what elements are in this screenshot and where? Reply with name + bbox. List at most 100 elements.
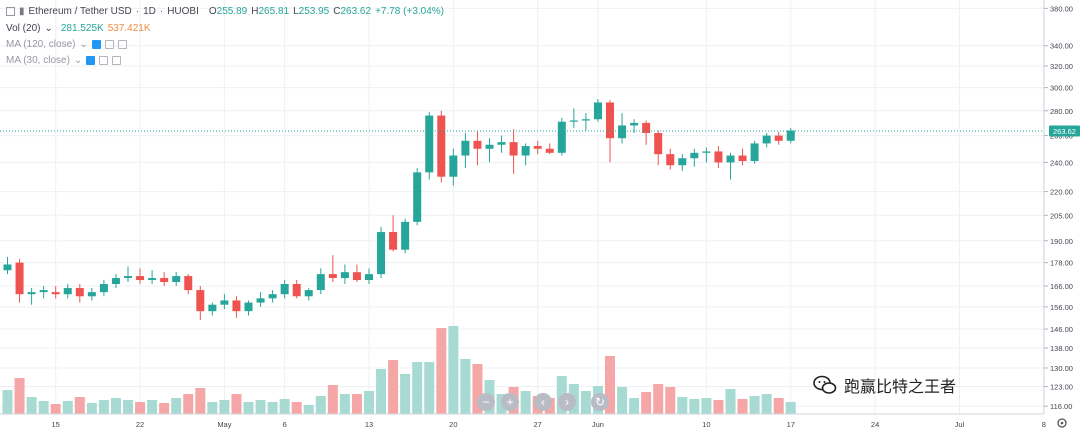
settings-icon[interactable] xyxy=(104,40,114,49)
volume-bar xyxy=(713,400,724,414)
y-tick-label: 123.00 xyxy=(1050,383,1073,392)
candle-body xyxy=(581,119,590,121)
volume-bar xyxy=(303,405,314,414)
interval[interactable]: 1D xyxy=(143,6,156,17)
volume-bar xyxy=(653,384,664,414)
y-tick-label: 240.00 xyxy=(1050,158,1073,167)
close-icon[interactable] xyxy=(112,56,122,65)
volume-bar xyxy=(629,398,640,414)
candle-body xyxy=(449,155,458,177)
volume-bar xyxy=(605,356,615,414)
visibility-icon[interactable] xyxy=(91,40,101,49)
candle-body xyxy=(642,122,651,134)
volume-bar xyxy=(761,394,772,414)
collapse-icon[interactable] xyxy=(6,7,15,16)
candle-body xyxy=(461,140,470,156)
symbol-name[interactable]: Ethereum / Tether USD xyxy=(28,6,132,17)
candle-body xyxy=(184,276,193,291)
candle-body xyxy=(304,290,313,297)
ohlc-high: H265.81 xyxy=(251,6,290,17)
candle-body xyxy=(497,142,506,145)
candle-body xyxy=(328,274,337,279)
y-tick-label: 166.00 xyxy=(1050,282,1073,291)
scroll-right-button[interactable]: › xyxy=(558,393,576,411)
zoom-out-button[interactable]: − xyxy=(477,393,495,411)
candle-body xyxy=(244,302,253,312)
candle-body xyxy=(280,284,289,295)
x-tick-label: May xyxy=(217,420,231,429)
volume-bar xyxy=(351,394,362,414)
candle-body xyxy=(268,294,277,299)
settings-icon[interactable] xyxy=(99,56,109,65)
volume-bar xyxy=(749,396,760,414)
volume-bar xyxy=(267,402,278,414)
candle-body xyxy=(521,146,530,156)
time-axis[interactable]: 15 22 May 6 13 20 27 Jun 10 17 24 Jul 8 xyxy=(52,420,1046,429)
settings-gear-icon[interactable] xyxy=(1057,418,1067,428)
candle-body xyxy=(762,135,771,144)
volume-bar xyxy=(14,378,25,414)
candle-body xyxy=(160,278,169,283)
candle-body xyxy=(545,148,554,153)
y-tick-label: 116.00 xyxy=(1050,402,1072,411)
volume-bar xyxy=(785,402,796,414)
zoom-in-button[interactable]: + xyxy=(501,393,519,411)
candle-body xyxy=(678,158,687,166)
volume-bar xyxy=(110,398,121,414)
volume-bar xyxy=(424,362,435,414)
volume-bar xyxy=(376,369,387,414)
volume-bar xyxy=(388,360,399,414)
reset-chart-button[interactable]: ↻ xyxy=(591,393,609,411)
volume-bar xyxy=(231,394,242,414)
chevron-down-icon[interactable]: ⌄ xyxy=(73,55,83,66)
volume-bar xyxy=(74,397,85,414)
volume-indicator-label[interactable]: Vol (20) xyxy=(6,23,41,34)
volume-bar xyxy=(737,399,748,414)
candle-body xyxy=(425,115,434,173)
candle-body xyxy=(606,102,614,139)
ma30-label[interactable]: MA (30, close) xyxy=(6,55,70,66)
candle-body xyxy=(136,276,145,281)
volume-bar xyxy=(520,391,531,414)
volume-bar xyxy=(617,387,628,414)
volume-bar xyxy=(135,402,146,414)
grid-lines xyxy=(0,0,1045,414)
scroll-left-button[interactable]: ‹ xyxy=(534,393,552,411)
candle-body xyxy=(292,284,301,297)
close-icon[interactable] xyxy=(117,40,127,49)
candle-body xyxy=(75,288,84,297)
ma120-label[interactable]: MA (120, close) xyxy=(6,39,76,50)
y-tick-label: 340.00 xyxy=(1050,42,1073,51)
chevron-down-icon[interactable]: ⌄ xyxy=(79,39,88,50)
volume-bar xyxy=(641,392,652,414)
y-tick-label: 146.00 xyxy=(1050,325,1073,334)
candle-body xyxy=(51,292,60,295)
x-tick-label: Jun xyxy=(592,420,604,429)
candle-body xyxy=(618,125,627,139)
volume-bar xyxy=(773,398,784,414)
volume-bar xyxy=(62,401,73,414)
volume-bar xyxy=(364,391,374,414)
volume-bars xyxy=(2,326,796,414)
candle-body xyxy=(557,121,566,153)
candle-body xyxy=(533,146,542,149)
chevron-down-icon[interactable]: ⌄ xyxy=(44,23,53,34)
symbol-legend: ▮ Ethereum / Tether USD · 1D · HUOBI O25… xyxy=(6,6,444,17)
candle-body xyxy=(774,135,783,141)
x-tick-label: 10 xyxy=(702,420,710,429)
candle-body xyxy=(232,300,241,312)
visibility-icon[interactable] xyxy=(86,56,96,65)
x-tick-label: 24 xyxy=(871,420,879,429)
x-tick-label: 6 xyxy=(283,420,287,429)
volume-bar xyxy=(279,399,290,414)
volume-bar xyxy=(448,326,459,414)
last-price-badge: 263.62 xyxy=(1049,125,1080,137)
volume-bar xyxy=(436,328,447,414)
volume-bar xyxy=(26,397,37,414)
volume-bar xyxy=(677,397,688,414)
candle-body xyxy=(27,292,36,295)
candle-body xyxy=(196,290,205,312)
ohlc-close: C263.62 xyxy=(333,6,372,17)
volume-bar xyxy=(327,385,338,414)
